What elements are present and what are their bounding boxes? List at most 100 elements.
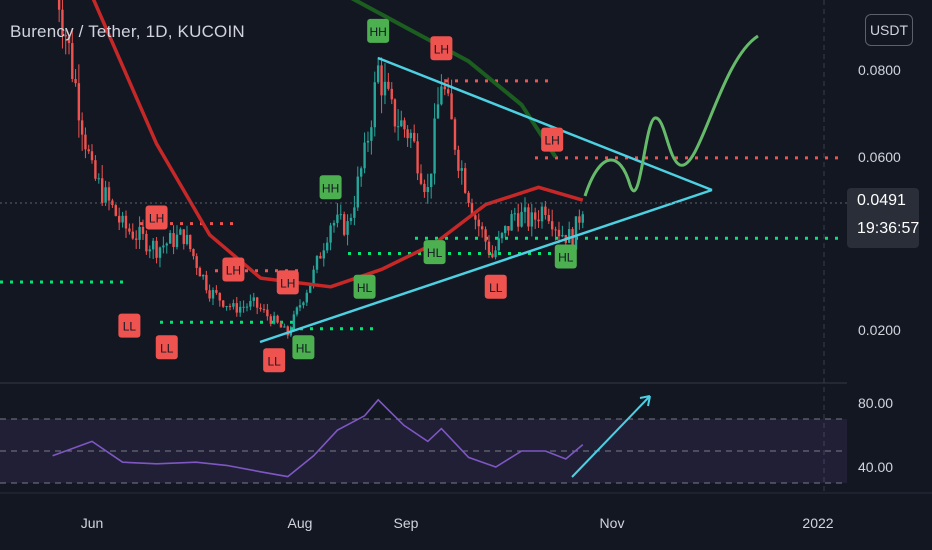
price-tick-label: 0.0200 [858, 322, 901, 338]
pivot-label-box [263, 348, 286, 373]
candle-body [370, 127, 373, 141]
candle-body [497, 238, 500, 251]
candle-body [346, 221, 349, 235]
candle-body [581, 214, 584, 223]
candle-body [238, 306, 242, 313]
candle-body [537, 219, 540, 222]
candle-body [232, 303, 235, 307]
candle-body [554, 229, 557, 231]
candle-body [255, 297, 259, 308]
candle-body [302, 302, 305, 306]
candle-body [218, 292, 221, 301]
pivot-label-text: LH [280, 276, 295, 290]
candle-body [128, 228, 131, 232]
candle-body [396, 126, 400, 128]
candle-body [179, 229, 182, 235]
candle-body [185, 234, 189, 244]
pivot-label-lh: LH [541, 127, 564, 152]
candle-body [550, 221, 554, 230]
candle-body [195, 256, 198, 268]
candle-body [325, 242, 329, 251]
candle-body [467, 192, 470, 203]
candle-body [400, 120, 403, 127]
candle-body [419, 173, 423, 184]
candle-body [168, 233, 172, 244]
pivot-label-text: LL [267, 354, 281, 368]
chart-title: Burency / Tether, 1D, KUCOIN [10, 22, 245, 41]
pivot-label-box [118, 313, 141, 338]
candle-body [356, 176, 359, 208]
rsi-arrow-head [639, 395, 651, 407]
candle-body [114, 205, 117, 216]
candle-body [443, 86, 446, 90]
price-tick-label: 0.0800 [858, 62, 901, 78]
candle-body [332, 222, 336, 226]
candle-body [450, 93, 453, 120]
candle-body [487, 241, 491, 254]
candle-body [406, 129, 409, 139]
pivot-label-box [430, 36, 453, 61]
candle-body [192, 249, 195, 257]
pivot-label-box [155, 335, 178, 360]
candle-body [272, 315, 276, 324]
candle-body [198, 267, 202, 277]
candle-body [104, 187, 107, 203]
pivot-label-ll: LL [155, 335, 178, 360]
pivot-label-hl: HL [292, 335, 315, 360]
pivot-label-lh: LH [430, 36, 453, 61]
pivot-label-box [423, 240, 446, 265]
candle-body [383, 81, 387, 96]
candle-body [235, 303, 238, 313]
time-tick-label: Jun [81, 515, 104, 531]
pivot-label-text: HL [357, 281, 373, 295]
pivot-label-hl: HL [554, 244, 577, 269]
candles [57, 0, 584, 339]
candle-body [366, 140, 370, 143]
pivot-label-box [367, 18, 390, 43]
candle-body [262, 309, 266, 311]
candle-body [201, 274, 205, 277]
candle-body [342, 214, 346, 235]
candle-body [510, 214, 513, 231]
candle-body [148, 249, 151, 252]
pivot-label-text: HL [296, 341, 312, 355]
pivot-label-box [145, 205, 168, 230]
time-tick-label: 2022 [802, 515, 833, 531]
pivot-label-hl: HL [353, 274, 376, 299]
candle-body [429, 173, 433, 187]
candle-body [305, 292, 308, 303]
candle-body [436, 104, 440, 119]
candle-body [561, 234, 564, 237]
candle-body [491, 253, 494, 258]
candle-body [80, 120, 84, 135]
candle-body [134, 238, 138, 240]
pivot-label-text: LL [123, 320, 137, 334]
candle-body [574, 216, 578, 250]
candle-body [242, 306, 245, 308]
candle-body [426, 186, 429, 193]
candle-body [131, 231, 134, 239]
candle-body [276, 315, 279, 323]
pivot-label-box [353, 274, 376, 299]
candle-body [158, 247, 162, 258]
candle-body [387, 81, 390, 89]
rsi-arrow-line [571, 395, 651, 478]
current-price: 0.0491 [857, 192, 906, 209]
currency-button[interactable]: USDT [865, 14, 913, 46]
candle-body [412, 132, 416, 142]
upper-trendline [377, 56, 713, 192]
candle-body [494, 250, 497, 258]
pivot-label-lh: LH [222, 257, 245, 282]
candle-body [503, 226, 507, 234]
candle-body [205, 274, 208, 291]
candle-body [544, 206, 547, 215]
candle-body [453, 119, 457, 150]
candle-body [359, 168, 363, 177]
candle-body [409, 132, 412, 139]
candle-body [523, 207, 527, 212]
candle-body [440, 86, 443, 105]
candle-body [182, 229, 185, 244]
candle-body [172, 233, 175, 248]
candle-body [221, 300, 225, 307]
candle-body [520, 211, 523, 227]
